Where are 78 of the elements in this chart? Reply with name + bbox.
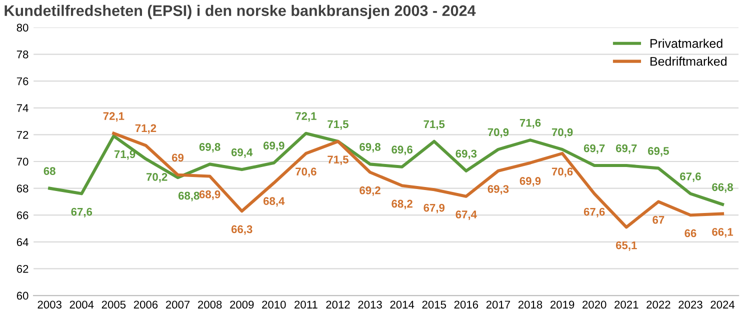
data-label: 71,9: [114, 150, 136, 160]
y-tick-label: 62: [16, 265, 28, 273]
y-tick-label: 68: [16, 184, 28, 192]
y-tick-label: 64: [16, 238, 28, 246]
data-label: 70,2: [146, 173, 168, 182]
y-tick-label: 66: [16, 211, 28, 220]
x-tick-label: 2005: [102, 300, 126, 309]
x-tick-label: 2022: [646, 300, 670, 309]
x-tick-label: 2021: [614, 300, 638, 309]
x-tick-label: 2010: [262, 300, 286, 309]
data-label: 69,5: [648, 147, 669, 157]
y-tick-label: 72: [16, 130, 28, 139]
data-label: 69,2: [360, 186, 380, 196]
y-tick-label: 78: [16, 50, 28, 58]
x-tick-label: 2009: [230, 300, 254, 309]
data-label: 66,3: [231, 225, 252, 235]
data-label: 71,5: [328, 120, 348, 130]
y-tick-label: 60: [16, 292, 28, 300]
x-tick-label: 2023: [678, 300, 702, 309]
data-label: 68,4: [263, 197, 285, 207]
x-tick-label: 2020: [582, 300, 606, 309]
y-tick-label: 80: [16, 24, 28, 32]
data-label: 71,5: [328, 156, 348, 166]
data-label: 68,9: [199, 190, 220, 200]
x-tick-label: 2014: [390, 300, 414, 309]
x-tick-label: 2017: [486, 300, 510, 309]
x-tick-label: 2019: [550, 300, 574, 309]
data-label: 72,1: [103, 112, 124, 122]
x-tick-label: 2003: [38, 300, 62, 309]
data-label: 67,9: [424, 204, 445, 214]
x-tick-label: 2015: [422, 300, 446, 309]
data-label: 69: [172, 154, 184, 162]
y-tick-label: 76: [16, 77, 28, 86]
chart-title: Kundetilfredsheten (EPSI) i den norske bankbransjen 2003 - 2024: [4, 4, 476, 20]
x-tick-label: 2008: [198, 300, 222, 309]
data-label: 69,9: [520, 177, 541, 186]
data-label: 69,7: [584, 144, 605, 154]
legend-label: Bedriftmarked: [650, 56, 726, 66]
y-tick-label: 74: [16, 104, 28, 112]
data-label: 72,1: [296, 112, 316, 122]
x-tick-label: 2012: [326, 300, 350, 309]
x-tick-label: 2004: [70, 300, 94, 309]
data-label: 69,7: [616, 144, 637, 154]
data-label: 68,2: [392, 200, 412, 210]
x-tick-label: 2007: [166, 300, 190, 309]
data-label: 69,6: [392, 146, 412, 156]
data-label: 67,6: [680, 172, 701, 182]
data-label: 71,6: [520, 118, 541, 128]
x-tick-label: 2018: [518, 300, 542, 309]
data-label: 66,8: [712, 183, 733, 193]
y-tick-label: 70: [16, 158, 28, 166]
legend-label: Privatmarked: [650, 38, 722, 48]
x-tick-label: 2013: [358, 300, 382, 309]
data-label: 69,9: [263, 142, 284, 152]
data-label: 69,3: [456, 150, 477, 160]
data-label: 68: [44, 167, 56, 175]
x-tick-label: 2024: [710, 300, 735, 309]
data-label: 67,6: [71, 208, 92, 218]
data-label: 66,1: [712, 228, 734, 238]
x-tick-label: 2011: [294, 300, 318, 309]
data-label: 67: [652, 216, 664, 224]
x-tick-label: 2016: [454, 300, 478, 309]
data-label: 70,9: [552, 128, 573, 138]
data-label: 69,4: [231, 148, 253, 158]
data-label: 71,5: [424, 120, 445, 130]
data-label: 66: [684, 229, 696, 238]
data-label: 65,1: [616, 241, 637, 251]
data-label: 69,3: [488, 185, 509, 195]
data-label: 67,6: [584, 208, 605, 218]
data-label: 70,9: [488, 128, 509, 138]
data-label: 67,4: [456, 210, 477, 220]
data-label: 69,8: [199, 143, 220, 152]
data-label: 70,6: [552, 168, 573, 178]
data-label: 70,6: [296, 168, 316, 178]
data-label: 71,2: [135, 124, 156, 134]
x-tick-label: 2006: [134, 300, 158, 309]
data-label: 69,8: [360, 143, 381, 152]
data-label: 68,8: [178, 192, 200, 202]
